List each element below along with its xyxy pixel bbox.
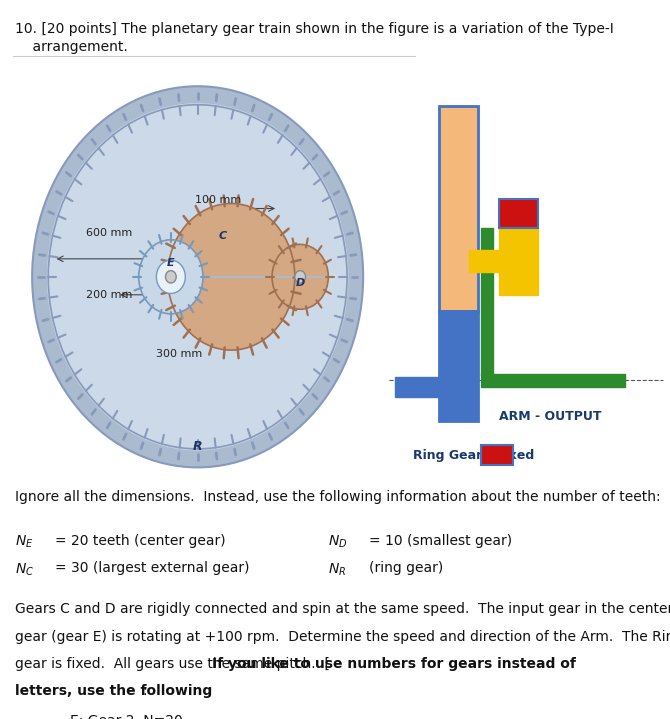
Bar [499,228,538,295]
Text: Gears C and D are rigidly connected and spin at the same speed.  The input gear : Gears C and D are rigidly connected and … [15,603,670,616]
Ellipse shape [165,270,176,283]
Text: $N_E$: $N_E$ [15,534,34,551]
Bar [499,199,538,228]
Text: R: R [193,440,202,453]
Bar [481,445,513,465]
Ellipse shape [295,270,306,283]
Bar [469,250,499,272]
Text: $N_R$: $N_R$ [328,562,346,578]
Ellipse shape [156,260,186,293]
Text: D: D [295,278,305,288]
Text: gear (gear E) is rotating at +100 rpm.  Determine the speed and direction of the: gear (gear E) is rotating at +100 rpm. D… [15,630,670,644]
Text: 200 mm: 200 mm [86,290,132,301]
Text: If you like to use numbers for gears instead of: If you like to use numbers for gears ins… [212,657,576,671]
Ellipse shape [139,239,203,314]
Text: = 20 teeth (center gear): = 20 teeth (center gear) [55,534,226,548]
Text: gear is fixed.  All gears use the same pitch.  [: gear is fixed. All gears use the same pi… [15,657,330,671]
Text: letters, use the following: letters, use the following [15,684,212,698]
Text: Ring Gear - Fixed: Ring Gear - Fixed [413,449,535,462]
Text: $N_D$: $N_D$ [328,534,348,551]
Ellipse shape [47,104,348,450]
Text: = 10 (smallest gear): = 10 (smallest gear) [369,534,512,548]
Text: 300 mm: 300 mm [156,349,203,360]
Bar [481,228,493,375]
Ellipse shape [168,203,295,350]
Text: 600 mm: 600 mm [86,228,132,238]
Text: C: C [218,231,226,241]
Bar [395,377,439,397]
Ellipse shape [32,86,363,467]
Text: E: E [167,258,175,268]
Text: :: : [142,684,147,698]
Text: Ignore all the dimensions.  Instead, use the following information about the num: Ignore all the dimensions. Instead, use … [15,490,661,504]
Ellipse shape [272,244,328,309]
Text: $N_C$: $N_C$ [15,562,34,578]
Text: E: Gear 2  N=20: E: Gear 2 N=20 [70,715,183,719]
Text: 100 mm: 100 mm [194,195,241,205]
Text: 10. [20 points] The planetary gear train shown in the figure is a variation of t: 10. [20 points] The planetary gear train… [15,22,614,35]
Text: = 30 (largest external gear): = 30 (largest external gear) [55,562,249,575]
Bar [439,106,478,311]
Bar [481,374,625,387]
Text: (ring gear): (ring gear) [369,562,443,575]
Text: arrangement.: arrangement. [15,40,127,53]
Bar [439,311,478,421]
Text: ARM - OUTPUT: ARM - OUTPUT [499,410,602,423]
